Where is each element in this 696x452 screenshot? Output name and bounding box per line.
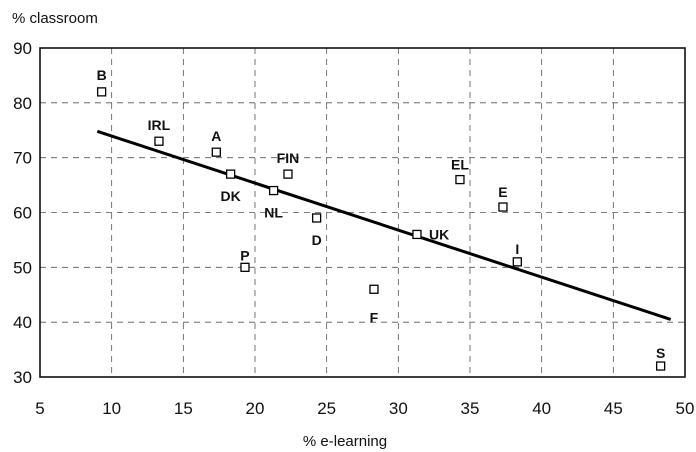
data-point-marker: [268, 185, 279, 196]
data-point-label: DK: [221, 188, 241, 204]
x-tick-label: 10: [102, 399, 121, 418]
data-point-label: P: [240, 247, 249, 263]
tick-labels: 30 40 50 60 70 80 90 5 10 15 20 25 30 35 40 45 50: [13, 39, 694, 418]
data-point-label: IRL: [148, 117, 171, 133]
y-tick-label: 70: [13, 149, 32, 168]
data-point-label: A: [211, 128, 221, 144]
data-point-marker: [455, 174, 465, 185]
data-point-label: B: [97, 67, 107, 83]
data-point-marker: [96, 87, 107, 97]
data-point-marker: [655, 361, 666, 371]
data-point-marker: [412, 229, 422, 240]
trendline-group: [96, 129, 672, 321]
y-tick-label: 80: [13, 94, 32, 113]
x-tick-label: 45: [604, 399, 623, 418]
y-tick-label: 60: [13, 204, 32, 223]
data-point-marker: [211, 147, 221, 157]
data-point-label: S: [656, 345, 665, 361]
x-axis-title: % e-learning: [303, 433, 387, 450]
x-tick-label: 35: [461, 399, 480, 418]
data-point-label: NL: [264, 205, 283, 221]
data-point-marker: [225, 169, 236, 179]
y-axis-title: % classroom: [12, 10, 98, 27]
data-point-marker: [154, 136, 164, 146]
data-point-label: UK: [429, 226, 449, 242]
x-tick-label: 30: [389, 399, 408, 418]
plot-frame: [39, 47, 686, 378]
x-tick-label: 25: [317, 399, 336, 418]
data-point-label: E: [498, 184, 507, 200]
data-point-marker: [512, 257, 522, 267]
data-point-marker: [240, 262, 250, 272]
x-tick-label: 20: [246, 399, 265, 418]
y-tick-label: 30: [13, 368, 32, 387]
data-point-label: FIN: [277, 150, 300, 166]
data-point-label: D: [312, 232, 322, 248]
trendline: [96, 129, 672, 321]
y-tick-label: 50: [13, 258, 32, 277]
data-point-marker: [369, 284, 379, 294]
x-tick-label: 15: [174, 399, 193, 418]
data-point-label: F: [370, 309, 379, 325]
data-point-marker: [311, 213, 322, 223]
y-tick-label: 40: [13, 313, 32, 332]
gridlines: [40, 48, 685, 377]
data-point-label: EL: [451, 157, 469, 173]
x-tick-label: 5: [35, 399, 44, 418]
x-tick-label: 50: [676, 399, 695, 418]
data-points: B IRL A DK NL FIN D P F UK EL E I S: [96, 67, 666, 371]
x-tick-label: 40: [532, 399, 551, 418]
data-point-marker: [498, 202, 508, 212]
data-point-label: I: [515, 241, 519, 257]
y-tick-label: 90: [13, 39, 32, 58]
data-point-marker: [283, 169, 293, 179]
